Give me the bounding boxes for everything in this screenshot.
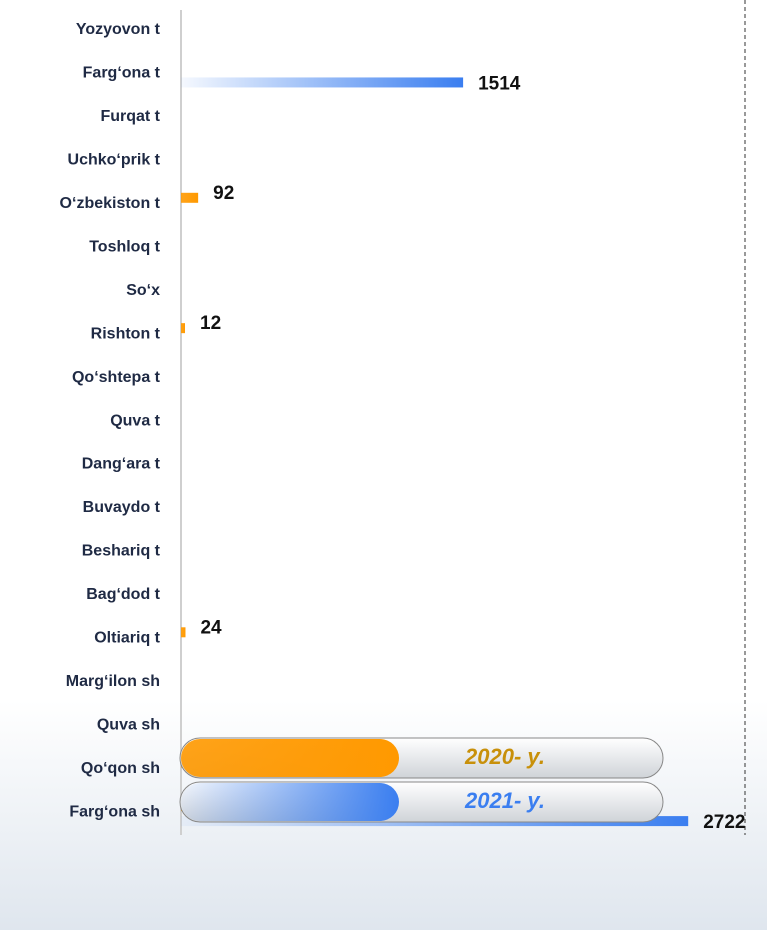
y-tick-label: Beshariq t bbox=[82, 543, 161, 560]
value-label: 2722 bbox=[703, 812, 745, 833]
y-tick-label: Qo‘qon sh bbox=[81, 760, 160, 777]
y-tick-label: O‘zbekiston t bbox=[60, 195, 161, 212]
y-tick-label: Oltiariq t bbox=[94, 630, 160, 647]
y-tick-label: Buvaydo t bbox=[83, 499, 161, 516]
y-tick-label: Quva t bbox=[110, 412, 160, 429]
y-tick-label: Uchko‘prik t bbox=[68, 152, 161, 169]
value-label: 1514 bbox=[478, 73, 521, 94]
y-tick-label: Quva sh bbox=[97, 716, 160, 733]
y-tick-label: Bag‘dod t bbox=[86, 586, 160, 603]
bar bbox=[181, 627, 185, 637]
y-tick-label: Furqat t bbox=[100, 108, 160, 125]
value-label: 12 bbox=[200, 313, 221, 334]
y-tick-label: Farg‘ona t bbox=[83, 65, 161, 82]
chart: Yozyovon t Farg‘ona t Furqat t Uchko‘prik t… bbox=[0, 0, 767, 930]
y-tick-label: Toshloq t bbox=[89, 238, 160, 255]
y-tick-label: So‘x bbox=[126, 282, 160, 299]
value-label: 24 bbox=[200, 617, 222, 638]
y-tick-label: Marg‘ilon sh bbox=[66, 673, 160, 690]
legend-swatch bbox=[181, 783, 399, 821]
bar bbox=[181, 323, 185, 333]
y-tick-label: Farg‘ona sh bbox=[69, 803, 160, 820]
y-tick-label: Dang‘ara t bbox=[82, 456, 161, 473]
value-label: 92 bbox=[213, 183, 234, 204]
legend-label: 2020- y. bbox=[464, 744, 545, 769]
y-tick-label: Yozyovon t bbox=[76, 21, 161, 38]
bar bbox=[181, 77, 463, 87]
y-tick-label: Rishton t bbox=[91, 325, 161, 342]
y-tick-label: Qo‘shtepa t bbox=[72, 369, 161, 386]
legend-swatch bbox=[181, 739, 399, 777]
legend-label: 2021- y. bbox=[464, 788, 545, 813]
bar bbox=[181, 193, 198, 203]
